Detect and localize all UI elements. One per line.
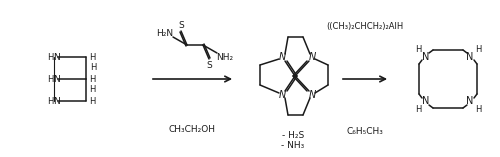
Text: N: N bbox=[422, 96, 430, 106]
Text: C₆H₅CH₃: C₆H₅CH₃ bbox=[346, 127, 384, 135]
Text: H: H bbox=[89, 75, 95, 84]
Text: - NH₃: - NH₃ bbox=[282, 141, 304, 151]
Text: H: H bbox=[90, 63, 96, 73]
Text: N: N bbox=[54, 75, 60, 84]
Text: H: H bbox=[47, 75, 53, 84]
Text: N: N bbox=[308, 90, 316, 100]
Text: NH₂: NH₂ bbox=[216, 52, 234, 62]
Text: N: N bbox=[308, 52, 316, 62]
Text: - H₂S: - H₂S bbox=[282, 130, 304, 140]
Text: H: H bbox=[475, 105, 481, 114]
Text: N: N bbox=[278, 90, 285, 100]
Text: S: S bbox=[178, 21, 184, 30]
Text: H: H bbox=[47, 97, 53, 106]
Text: CH₃CH₂OH: CH₃CH₂OH bbox=[168, 125, 216, 133]
Text: N: N bbox=[54, 97, 60, 106]
Text: H₂N: H₂N bbox=[156, 29, 174, 38]
Text: H: H bbox=[47, 52, 53, 62]
Text: H: H bbox=[475, 44, 481, 54]
Text: H: H bbox=[415, 105, 421, 114]
Text: N: N bbox=[422, 52, 430, 62]
Text: N: N bbox=[466, 96, 473, 106]
Text: ((CH₃)₂CHCH₂)₂AlH: ((CH₃)₂CHCH₂)₂AlH bbox=[326, 22, 404, 32]
Text: N: N bbox=[466, 52, 473, 62]
Text: H: H bbox=[89, 86, 95, 95]
Text: N: N bbox=[278, 52, 285, 62]
Text: H: H bbox=[415, 44, 421, 54]
Text: H: H bbox=[89, 97, 95, 106]
Text: S: S bbox=[206, 60, 212, 70]
Text: H: H bbox=[89, 52, 95, 62]
Text: N: N bbox=[54, 52, 60, 62]
